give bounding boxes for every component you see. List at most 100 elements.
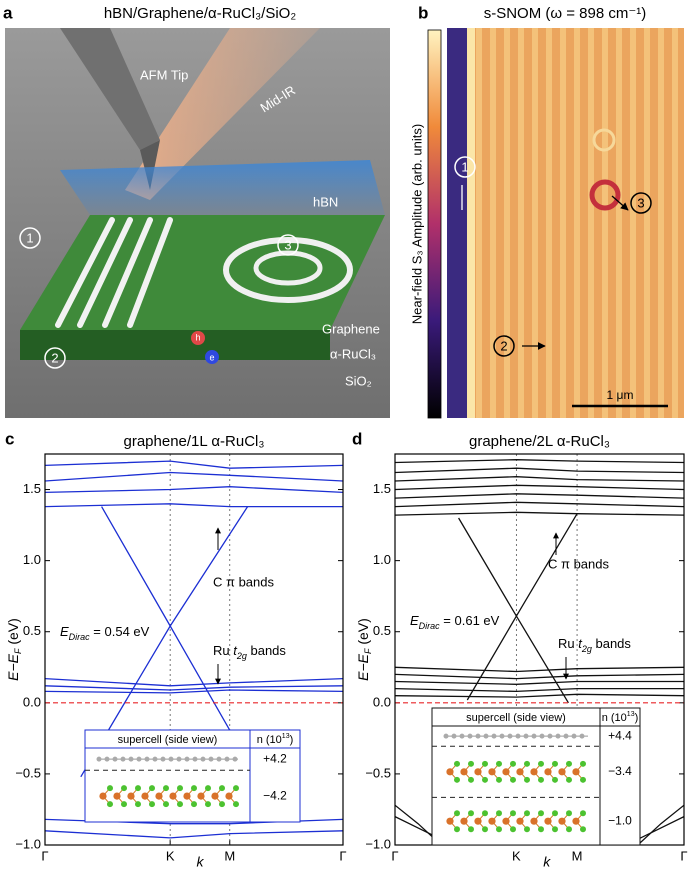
ru-atom xyxy=(183,792,191,800)
cl-atom xyxy=(538,810,544,817)
ru-atom xyxy=(113,792,121,800)
text-part: E xyxy=(410,613,419,628)
cl-atom xyxy=(496,760,502,767)
carbon-atom xyxy=(563,733,569,739)
band xyxy=(395,687,684,693)
cl-atom xyxy=(510,826,516,833)
ru-atom xyxy=(544,817,552,825)
ru-atom xyxy=(502,768,510,776)
chart-title: graphene/1L α-RuCl₃ xyxy=(124,433,265,450)
carbon-atom xyxy=(112,756,118,762)
band xyxy=(80,506,249,778)
ru-atom xyxy=(155,792,163,800)
carbon-atom xyxy=(224,756,230,762)
ir-beam xyxy=(125,28,320,200)
y-tick-label: 0.0 xyxy=(23,694,41,709)
colorbar xyxy=(427,29,442,419)
snom-ring xyxy=(592,128,616,152)
label: α-RuCl₃ xyxy=(330,346,376,361)
cl-atom xyxy=(149,785,155,792)
carbon-atom xyxy=(443,733,449,739)
inset-header: n (1013) xyxy=(257,733,294,746)
label: SiO₂ xyxy=(345,373,372,388)
marker-label: 2 xyxy=(51,350,58,365)
snom-edge xyxy=(467,28,475,418)
carbon-atom xyxy=(579,733,585,739)
plasmon-fringes xyxy=(55,217,173,328)
x-axis-label: k xyxy=(196,854,204,869)
cl-atom xyxy=(552,776,558,783)
ru-atom xyxy=(488,817,496,825)
text-part: Ru xyxy=(558,636,578,651)
ru-atom xyxy=(530,817,538,825)
ru-atom xyxy=(169,792,177,800)
ru-atom xyxy=(446,768,454,776)
ru-atom xyxy=(558,768,566,776)
cl-atom xyxy=(454,810,460,817)
ru-atom xyxy=(460,817,468,825)
cl-atom xyxy=(107,785,113,792)
label: hBN xyxy=(313,194,338,209)
marker-label: 1 xyxy=(461,159,468,174)
carbon-atom xyxy=(216,756,222,762)
text-part: bands xyxy=(592,636,632,651)
cl-atom xyxy=(191,785,197,792)
cl-atom xyxy=(482,760,488,767)
x-tick-label: Γ xyxy=(41,848,48,863)
ru-atom xyxy=(211,792,219,800)
cl-atom xyxy=(454,760,460,767)
band xyxy=(458,517,569,704)
fringe xyxy=(127,217,173,328)
cl-atom xyxy=(454,826,460,833)
y-tick-label: 0.0 xyxy=(373,694,391,709)
electron xyxy=(205,350,219,364)
cl-atom xyxy=(552,810,558,817)
inset-header: supercell (side view) xyxy=(118,734,218,746)
x-tick-label: M xyxy=(224,848,235,863)
marker-label: 1 xyxy=(26,230,33,245)
arrow xyxy=(611,195,629,211)
y-tick-label: 0.5 xyxy=(373,623,391,638)
inset-value: −4.2 xyxy=(263,788,287,802)
cl-atom xyxy=(135,785,141,792)
plot-frame xyxy=(44,453,344,846)
cl-atom xyxy=(524,776,530,783)
band xyxy=(45,685,343,691)
marker-label: 3 xyxy=(284,237,291,252)
text-part: (eV) xyxy=(355,618,371,648)
band xyxy=(45,486,343,494)
carbon-atom xyxy=(208,756,214,762)
y-tick-label: 1.5 xyxy=(23,481,41,496)
text-part: Ru xyxy=(213,643,233,658)
ru-atom xyxy=(516,768,524,776)
carbon-atom xyxy=(144,756,150,762)
cl-atom xyxy=(219,785,225,792)
text-part: n (10 xyxy=(602,712,627,724)
y-tick-label: 1.5 xyxy=(373,481,391,496)
dirac-energy: EDirac = 0.61 eV xyxy=(410,613,500,631)
band xyxy=(395,666,684,673)
carbon-atom xyxy=(136,756,142,762)
cl-atom xyxy=(205,785,211,792)
text-part: ) xyxy=(635,712,639,724)
inset-value: −1.0 xyxy=(608,813,632,827)
chart-title: graphene/2L α-RuCl₃ xyxy=(469,433,610,450)
snom-edge xyxy=(447,28,467,418)
x-tick-label: M xyxy=(572,848,583,863)
carbon-atom xyxy=(531,733,537,739)
carbon-atom xyxy=(483,733,489,739)
cl-atom xyxy=(233,785,239,792)
ru-atom xyxy=(572,817,580,825)
ru-atom xyxy=(446,817,454,825)
inset-value: +4.2 xyxy=(263,751,287,765)
marker-circle xyxy=(44,347,66,369)
carbon-atom xyxy=(120,756,126,762)
panel-letter: c xyxy=(5,429,14,448)
cl-atom xyxy=(468,810,474,817)
schematic xyxy=(5,28,390,418)
cl-atom xyxy=(524,826,530,833)
ru-atom xyxy=(460,768,468,776)
inset-value: −3.4 xyxy=(608,764,632,778)
x-tick-label: Γ xyxy=(339,848,346,863)
